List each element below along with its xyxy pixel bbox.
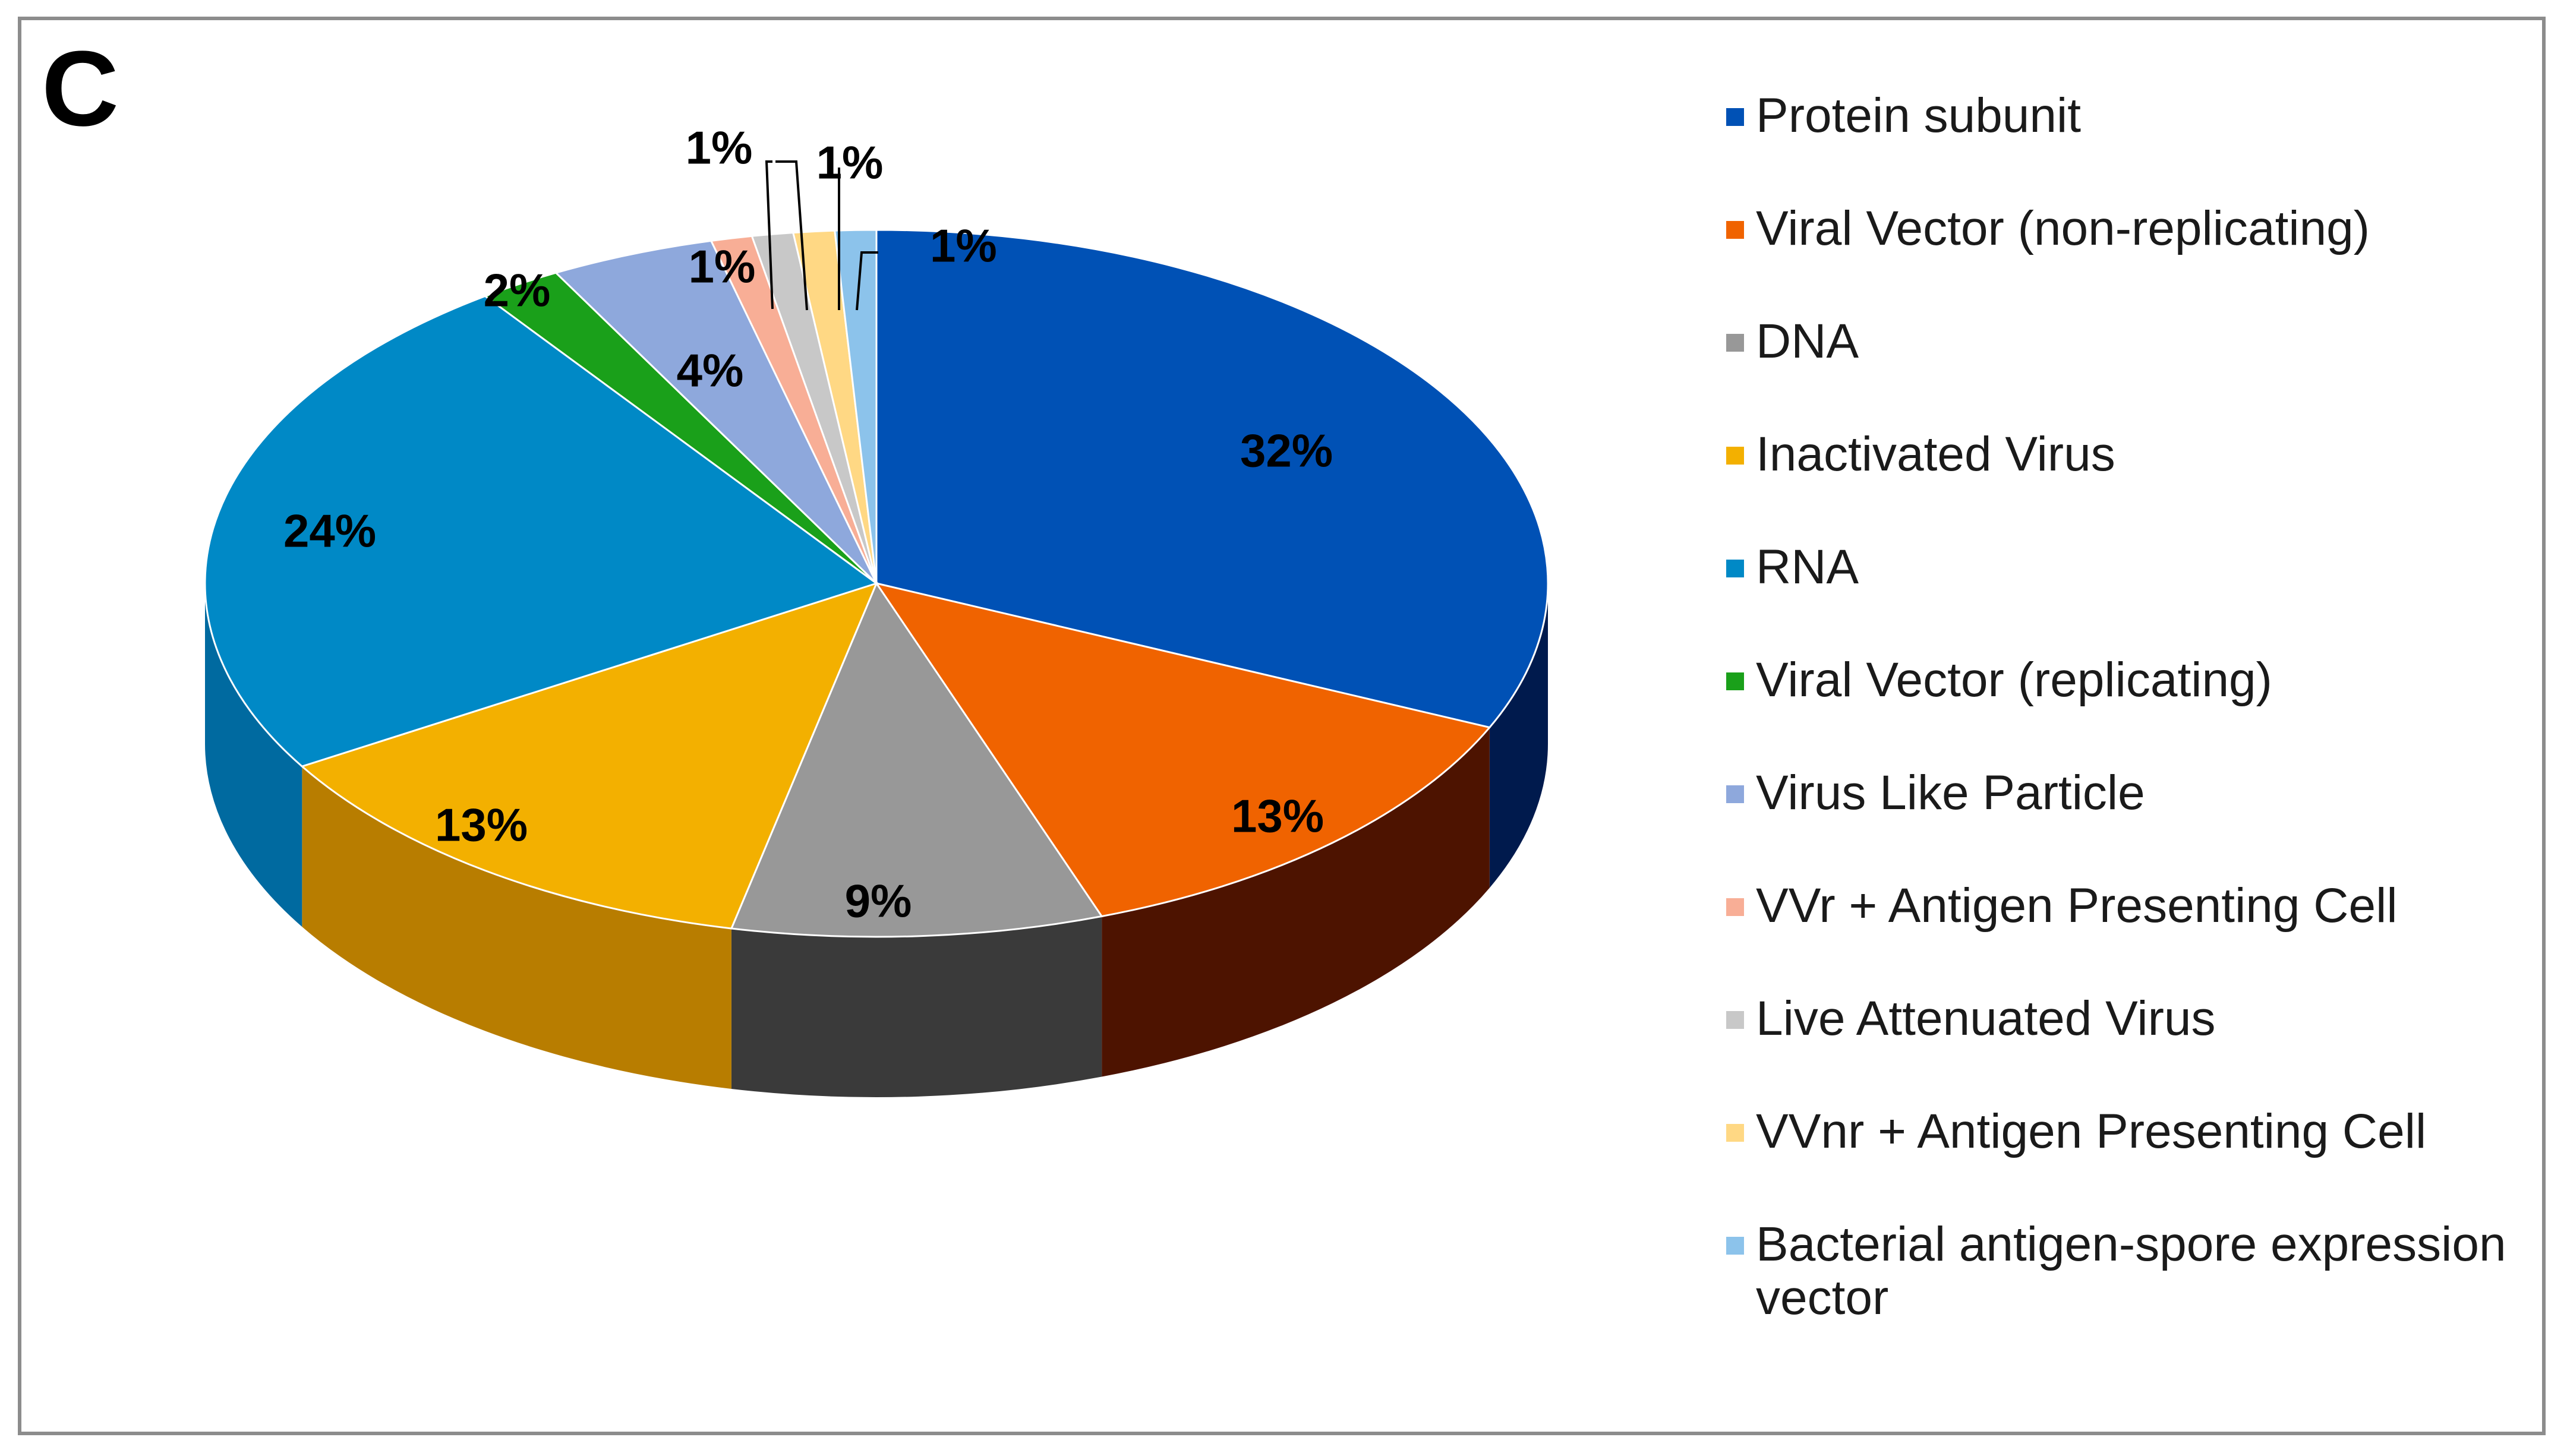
pie-slice-side-dna	[731, 916, 1102, 1097]
data-label-viral-vector-replicating: 2%	[484, 264, 551, 317]
legend-item-vvnr-antigen-presenting-cell: VVnr + Antigen Presenting Cell	[1726, 1105, 2516, 1158]
data-label-bacterial-antigen-spore-expression-vector: 1%	[930, 220, 997, 272]
legend-label: Inactivated Virus	[1756, 427, 2115, 481]
pie-slice-virus-like-particle	[554, 239, 878, 585]
legend-item-protein-subunit: Protein subunit	[1726, 89, 2516, 143]
data-label-dna: 9%	[845, 875, 912, 927]
legend-swatch	[1726, 785, 1744, 803]
legend-item-rna: RNA	[1726, 541, 2516, 594]
legend-item-virus-like-particle: Virus Like Particle	[1726, 766, 2516, 820]
legend-item-viral-vector-replicating: Viral Vector (replicating)	[1726, 653, 2516, 707]
legend-label: Bacterial antigen-spore expression vecto…	[1756, 1217, 2506, 1325]
data-label-inactivated-virus: 13%	[435, 799, 528, 851]
pie-slice-inactivated-virus	[300, 582, 878, 930]
pie-label-layer: 32% 13% 9% 13% 24% 2% 4% 1% 1% 1% 1%	[283, 122, 1333, 927]
legend-item-live-attenuated-virus: Live Attenuated Virus	[1726, 992, 2516, 1046]
legend-swatch	[1726, 221, 1744, 239]
pie-top-layer	[204, 229, 1549, 938]
data-label-live-attenuated-virus: 1%	[686, 122, 753, 174]
legend-swatch	[1726, 1237, 1744, 1255]
pie-slice-viral-vector-non-replicating	[874, 582, 1491, 918]
legend-swatch	[1726, 334, 1744, 352]
pie-slice-side-rna	[205, 583, 302, 927]
legend-label: VVnr + Antigen Presenting Cell	[1756, 1104, 2427, 1158]
legend-label: VVr + Antigen Presenting Cell	[1756, 879, 2398, 933]
legend-swatch	[1726, 560, 1744, 577]
legend-item-bacterial-antigen-spore-expression-vector: Bacterial antigen-spore expression vecto…	[1726, 1218, 2516, 1325]
legend-swatch	[1726, 672, 1744, 690]
pie-slice-side-viral-vector-non-replicating	[1102, 727, 1490, 1077]
legend-swatch	[1726, 108, 1744, 126]
pie-slice-rna	[204, 295, 879, 768]
legend-label: Protein subunit	[1756, 89, 2082, 143]
leader-line-bacterial-antigen-spore-expression-vector	[856, 251, 878, 311]
legend-label: RNA	[1756, 540, 1859, 594]
legend-item-dna: DNA	[1726, 315, 2516, 368]
legend-item-vvr-antigen-presenting-cell: VVr + Antigen Presenting Cell	[1726, 879, 2516, 933]
legend-label: Viral Vector (replicating)	[1756, 653, 2272, 707]
legend-swatch	[1726, 1124, 1744, 1142]
panel-label: C	[42, 29, 119, 149]
data-label-vvr-antigen-presenting-cell: 1%	[689, 241, 756, 293]
leader-line-vvr-antigen-presenting-cell	[765, 160, 774, 309]
legend-swatch	[1726, 447, 1744, 465]
legend-swatch	[1726, 898, 1744, 916]
data-label-vvnr-antigen-presenting-cell: 1%	[816, 137, 884, 189]
data-label-protein-subunit: 32%	[1240, 425, 1333, 477]
data-label-rna: 24%	[283, 505, 376, 557]
legend-label: Viral Vector (non-replicating)	[1756, 201, 2370, 255]
legend-label: Virus Like Particle	[1756, 766, 2145, 820]
legend-item-viral-vector-non-replicating: Viral Vector (non-replicating)	[1726, 202, 2516, 255]
pie-slice-bacterial-antigen-spore-expression-vector	[834, 229, 878, 584]
leader-line-live-attenuated-virus	[775, 160, 808, 311]
pie-side-layer	[205, 583, 1548, 1097]
data-label-virus-like-particle: 4%	[677, 345, 744, 397]
legend-label: Live Attenuated Virus	[1756, 991, 2216, 1046]
pie-slice-side-protein-subunit	[1489, 583, 1548, 888]
legend-swatch	[1726, 1011, 1744, 1029]
legend-label: DNA	[1756, 314, 1859, 368]
pie-slice-dna	[730, 581, 1103, 938]
pie-slice-protein-subunit	[875, 229, 1549, 729]
legend-item-inactivated-virus: Inactivated Virus	[1726, 428, 2516, 481]
data-label-viral-vector-non-replicating: 13%	[1231, 790, 1324, 842]
legend: Protein subunit Viral Vector (non-replica…	[1726, 89, 2516, 1325]
pie-slice-side-inactivated-virus	[302, 766, 731, 1089]
